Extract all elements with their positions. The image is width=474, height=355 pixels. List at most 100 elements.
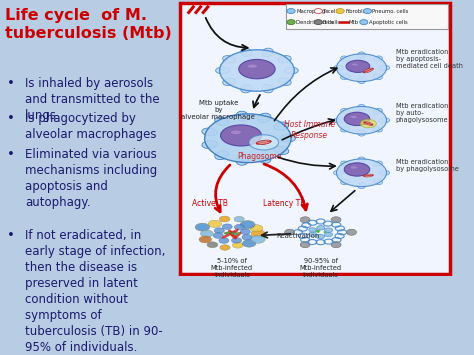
Ellipse shape xyxy=(380,65,390,70)
Ellipse shape xyxy=(341,126,350,132)
Ellipse shape xyxy=(205,114,291,163)
Ellipse shape xyxy=(236,155,248,165)
Ellipse shape xyxy=(224,232,228,234)
Ellipse shape xyxy=(278,78,291,86)
Text: Phagosome: Phagosome xyxy=(237,152,282,161)
Ellipse shape xyxy=(251,235,265,243)
Ellipse shape xyxy=(337,159,386,187)
Ellipse shape xyxy=(357,77,365,83)
Ellipse shape xyxy=(220,245,230,250)
Ellipse shape xyxy=(274,146,289,154)
Ellipse shape xyxy=(222,224,232,229)
Ellipse shape xyxy=(235,224,245,230)
Ellipse shape xyxy=(373,56,383,61)
Ellipse shape xyxy=(258,142,271,144)
Ellipse shape xyxy=(341,56,350,61)
Ellipse shape xyxy=(285,229,295,235)
Ellipse shape xyxy=(208,220,221,228)
Ellipse shape xyxy=(223,78,236,86)
Text: •: • xyxy=(7,77,15,91)
Ellipse shape xyxy=(222,233,231,239)
Ellipse shape xyxy=(341,179,350,185)
Text: Is inhaled by aerosols
and transmitted to the
lungs: Is inhaled by aerosols and transmitted t… xyxy=(25,77,160,122)
Circle shape xyxy=(364,9,372,13)
Ellipse shape xyxy=(280,135,296,142)
Ellipse shape xyxy=(365,122,373,124)
Ellipse shape xyxy=(258,113,271,122)
Ellipse shape xyxy=(248,65,257,68)
Ellipse shape xyxy=(344,163,370,176)
Ellipse shape xyxy=(242,235,252,240)
Circle shape xyxy=(336,9,344,13)
Ellipse shape xyxy=(199,236,212,243)
Text: 5-10% of
Mtb-infected
individuals: 5-10% of Mtb-infected individuals xyxy=(211,258,253,278)
Ellipse shape xyxy=(357,157,365,163)
Ellipse shape xyxy=(364,68,372,72)
Ellipse shape xyxy=(325,228,333,232)
Ellipse shape xyxy=(230,233,237,240)
Ellipse shape xyxy=(341,109,350,114)
Ellipse shape xyxy=(223,56,236,63)
Ellipse shape xyxy=(202,141,218,148)
Ellipse shape xyxy=(240,229,250,235)
Text: Reactivation: Reactivation xyxy=(276,233,320,239)
Ellipse shape xyxy=(236,111,248,121)
Ellipse shape xyxy=(341,161,350,166)
Ellipse shape xyxy=(331,217,341,223)
Ellipse shape xyxy=(323,231,327,233)
Bar xyxy=(180,3,450,274)
Ellipse shape xyxy=(228,229,234,237)
Ellipse shape xyxy=(315,230,319,232)
Text: T cells: T cells xyxy=(323,9,340,13)
Ellipse shape xyxy=(317,230,320,232)
Ellipse shape xyxy=(215,117,229,126)
Circle shape xyxy=(287,20,295,24)
Ellipse shape xyxy=(256,140,271,144)
Ellipse shape xyxy=(219,50,294,91)
Ellipse shape xyxy=(373,179,383,185)
Ellipse shape xyxy=(351,166,357,169)
Ellipse shape xyxy=(257,140,270,143)
Ellipse shape xyxy=(215,151,229,160)
Ellipse shape xyxy=(220,125,262,146)
Ellipse shape xyxy=(344,112,370,126)
Ellipse shape xyxy=(364,122,373,125)
Ellipse shape xyxy=(231,131,241,134)
Ellipse shape xyxy=(249,135,279,150)
Text: •: • xyxy=(7,112,15,125)
Ellipse shape xyxy=(365,176,373,177)
Text: Latency TB: Latency TB xyxy=(263,199,305,208)
Ellipse shape xyxy=(300,217,310,223)
Bar xyxy=(286,4,448,29)
Ellipse shape xyxy=(239,59,275,79)
Text: Eliminated via various
mechanisms including
apoptosis and
autophagy.: Eliminated via various mechanisms includ… xyxy=(25,148,157,209)
Ellipse shape xyxy=(227,231,230,234)
Ellipse shape xyxy=(216,67,229,74)
Ellipse shape xyxy=(234,233,238,235)
Ellipse shape xyxy=(346,229,356,235)
Text: Mtb: Mtb xyxy=(349,20,359,24)
Text: Apoptotic cells: Apoptotic cells xyxy=(369,20,408,24)
Text: B cells: B cells xyxy=(323,20,340,24)
Ellipse shape xyxy=(316,234,325,239)
Ellipse shape xyxy=(284,67,298,74)
Ellipse shape xyxy=(380,118,390,123)
Ellipse shape xyxy=(195,223,210,231)
Ellipse shape xyxy=(331,242,341,248)
Ellipse shape xyxy=(373,109,383,114)
Ellipse shape xyxy=(219,216,230,222)
Text: Mtb uptake
by
alveolar macrophage: Mtb uptake by alveolar macrophage xyxy=(182,99,255,120)
Ellipse shape xyxy=(219,238,229,243)
Ellipse shape xyxy=(351,116,357,118)
Circle shape xyxy=(314,9,322,13)
Ellipse shape xyxy=(242,240,256,247)
Text: Dendritic cells: Dendritic cells xyxy=(296,20,334,24)
Ellipse shape xyxy=(316,231,319,233)
Ellipse shape xyxy=(373,126,383,132)
Ellipse shape xyxy=(213,233,223,238)
Ellipse shape xyxy=(337,106,386,134)
Circle shape xyxy=(314,20,322,24)
Text: •: • xyxy=(7,148,15,161)
Ellipse shape xyxy=(250,225,263,232)
Ellipse shape xyxy=(236,232,239,234)
